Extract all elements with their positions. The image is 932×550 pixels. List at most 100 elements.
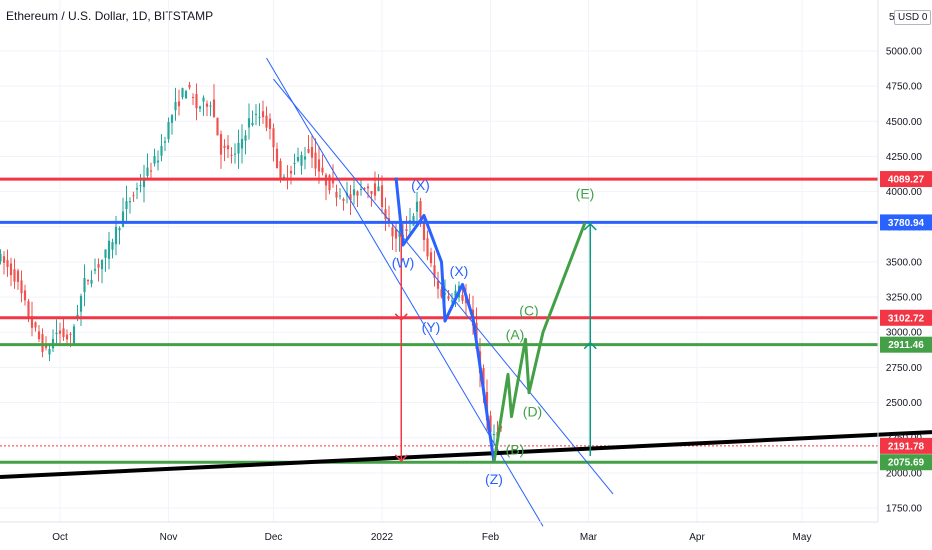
price-level-badge-label: 3780.94 [888, 218, 925, 229]
candle-body [412, 216, 415, 226]
wave-label-blue: (W) [392, 255, 415, 271]
candle-body [163, 141, 167, 143]
candle-body [492, 433, 496, 435]
price-level-badge [880, 309, 932, 326]
candle-body [9, 263, 13, 276]
candle-body [202, 97, 205, 102]
candle-body [118, 227, 121, 231]
candle-body [167, 122, 170, 140]
candle-body [342, 199, 345, 201]
candle-body [219, 134, 223, 155]
candle-body [247, 118, 251, 128]
candle-body [349, 194, 352, 201]
candle-body [429, 252, 433, 264]
candle-body [279, 161, 282, 180]
candle-body [321, 167, 324, 173]
y-tick-label: 1750.00 [886, 504, 923, 515]
wave-label-green: (C) [519, 302, 538, 318]
candle-body [373, 183, 377, 196]
candle-body [170, 115, 174, 123]
candle-body [394, 229, 398, 239]
price-level-badge [880, 437, 932, 454]
candle-body [405, 229, 408, 232]
candle-body [107, 240, 111, 259]
candle-body [86, 279, 90, 282]
candle-body [65, 334, 69, 340]
candle-body [265, 115, 268, 128]
candle-body [139, 185, 142, 187]
price-level-badge [880, 214, 932, 231]
currency-button[interactable]: USD 0 [894, 10, 932, 25]
candle-body [125, 201, 128, 210]
candle-body [335, 191, 338, 198]
projection-arrow-head [583, 222, 597, 231]
candle-body [461, 294, 464, 301]
candle-body [307, 148, 310, 153]
time-axis: Oct Nov Dec 2022 Feb Mar Apr May [52, 532, 811, 543]
candle-body [121, 211, 125, 227]
candle-body [216, 117, 219, 136]
candle-body [380, 185, 384, 208]
candle-body [328, 175, 331, 191]
x-tick-label: Apr [689, 532, 705, 543]
candle-body [293, 162, 296, 164]
y-tick-label: 4250.00 [886, 152, 923, 163]
candle-body [146, 167, 149, 176]
candle-body [244, 135, 247, 141]
candle-body [251, 122, 254, 126]
y-tick-label: 3250.00 [886, 293, 923, 304]
candle-body [366, 186, 370, 189]
candle-body [69, 333, 72, 335]
candle-body [433, 265, 436, 278]
candle-body [268, 118, 272, 129]
candle-body [198, 106, 202, 109]
candle-body [489, 415, 492, 432]
candle-body [352, 189, 356, 196]
x-tick-label: Feb [482, 532, 500, 543]
x-tick-label: 2022 [371, 532, 394, 543]
candle-body [272, 128, 275, 148]
wave-label-green: (E) [576, 186, 595, 202]
candle-body [258, 116, 261, 118]
candle-body [240, 139, 244, 149]
wave-label-green: (D) [523, 404, 542, 420]
candle-body [111, 241, 114, 250]
candle-body [338, 195, 342, 197]
price-level-badge-label: 2191.78 [888, 441, 925, 452]
candle-body [419, 201, 422, 219]
candle-body [100, 259, 104, 270]
candle-body [97, 264, 100, 268]
x-tick-label: Oct [52, 532, 68, 543]
candle-body [23, 290, 27, 301]
candle-body [149, 170, 153, 172]
candle-body [181, 88, 184, 98]
candle-body [363, 188, 366, 190]
chart-title: Ethereum / U.S. Dollar, 1D, BITSTAMP [6, 9, 214, 23]
price-level-badge-label: 2911.46 [888, 340, 924, 351]
candle-body [132, 195, 135, 197]
candle-body [58, 330, 62, 334]
y-tick-label: 5000.00 [886, 47, 923, 58]
wave-label-blue: (Z) [485, 471, 503, 487]
candle-body [48, 349, 51, 355]
candle-body [310, 147, 314, 158]
wave-abcde [492, 222, 587, 463]
candle-body [209, 105, 212, 107]
candle-body [55, 332, 58, 335]
candle-body [41, 334, 44, 352]
candle-body [314, 152, 317, 169]
candle-body [142, 179, 146, 187]
candle-body [359, 188, 363, 190]
candle-body [191, 96, 195, 99]
wave-label-blue: (Y) [422, 319, 441, 335]
candle-body [450, 300, 454, 302]
candle-body [230, 154, 233, 156]
price-axis: 1750.002000.002250.002500.002750.003000.… [0, 0, 932, 523]
wave-label-green: (A) [506, 326, 525, 342]
drawings: (W) (X) (Y) (X) (Z) (A) (B) (C) (D) (E) [0, 57, 932, 527]
candle-body [93, 269, 97, 271]
candle-body [153, 156, 156, 164]
candle-body [156, 160, 160, 163]
candle-body [398, 233, 401, 237]
